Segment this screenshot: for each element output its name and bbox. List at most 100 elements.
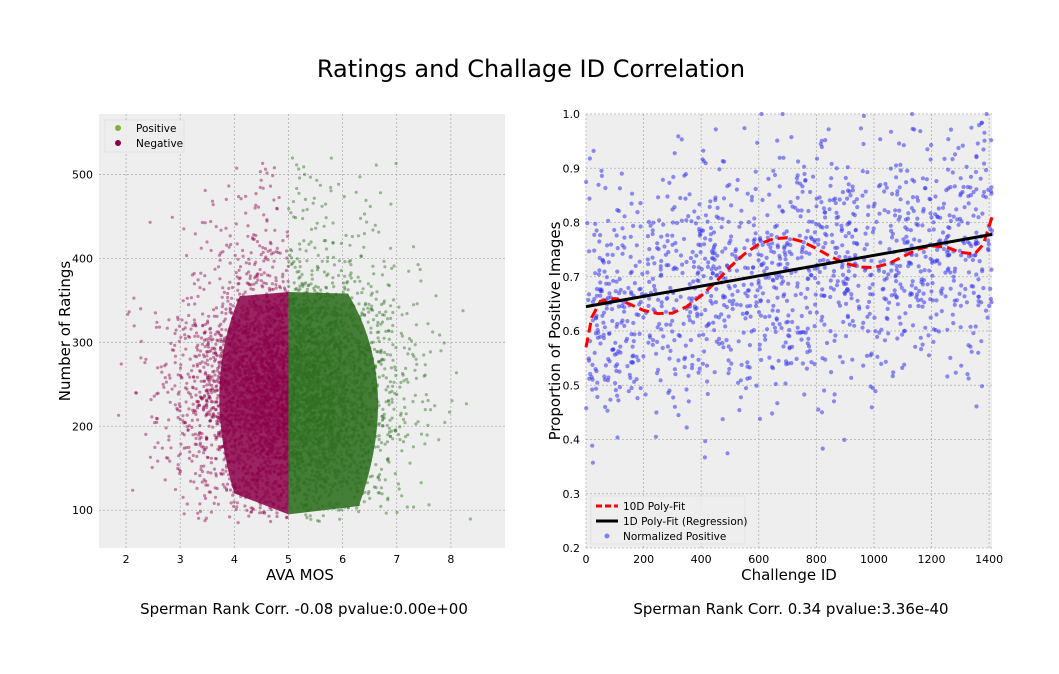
positive-point	[379, 467, 384, 471]
negative-point	[209, 388, 213, 392]
positive-point	[312, 286, 316, 290]
negative-point	[206, 455, 210, 460]
negative-point	[131, 488, 135, 492]
negative-point	[207, 314, 211, 318]
negative-point	[178, 417, 182, 421]
negative-point	[203, 361, 207, 365]
positive-point	[372, 272, 376, 276]
positive-point	[362, 212, 367, 216]
negative-point	[217, 363, 221, 367]
positive-point	[321, 514, 325, 518]
negative-point	[169, 341, 173, 345]
negative-point	[219, 434, 223, 438]
positive-point	[305, 516, 309, 520]
negative-point	[178, 469, 183, 473]
negative-point	[167, 418, 171, 422]
positive-point	[368, 475, 372, 479]
negative-point	[228, 306, 232, 310]
positive-point	[378, 448, 382, 452]
negative-point	[198, 441, 202, 445]
negative-point	[199, 464, 203, 468]
positive-point	[439, 349, 443, 353]
positive-point	[343, 285, 347, 289]
negative-point	[198, 390, 202, 394]
negative-point	[143, 361, 147, 365]
positive-point	[343, 287, 347, 291]
positive-point	[380, 320, 385, 324]
negative-point	[205, 436, 209, 440]
negative-point	[182, 421, 186, 425]
negative-point	[210, 364, 214, 368]
negative-point	[263, 511, 267, 515]
negative-point	[231, 304, 235, 308]
positive-point	[329, 185, 333, 190]
negative-point	[195, 454, 199, 458]
negative-point	[250, 506, 255, 511]
negative-point	[213, 357, 217, 361]
negative-point	[266, 273, 270, 277]
negative-point	[190, 385, 195, 389]
negative-point	[227, 184, 231, 188]
negative-point	[176, 408, 180, 412]
positive-point	[324, 285, 328, 289]
positive-point	[386, 433, 390, 437]
negative-point	[201, 312, 205, 316]
positive-point	[364, 198, 368, 202]
negative-point	[206, 470, 210, 474]
negative-point	[252, 282, 256, 286]
negative-point	[184, 321, 188, 325]
positive-point	[329, 156, 333, 160]
negative-point	[126, 312, 130, 316]
negative-point	[237, 268, 241, 272]
negative-point	[229, 501, 233, 505]
positive-point	[382, 259, 386, 263]
positive-point	[390, 416, 394, 420]
positive-point	[304, 281, 308, 285]
negative-point	[230, 285, 235, 290]
positive-point	[379, 302, 384, 307]
negative-point	[247, 257, 251, 261]
negative-point	[205, 406, 209, 410]
negative-point	[269, 252, 273, 256]
negative-point	[217, 430, 221, 435]
positive-point	[374, 486, 378, 490]
negative-point	[160, 446, 164, 450]
negative-point	[186, 391, 191, 395]
positive-point	[343, 260, 347, 264]
positive-point	[377, 230, 381, 234]
positive-point	[287, 207, 291, 211]
positive-point	[362, 313, 367, 317]
negative-point	[285, 256, 289, 260]
negative-point	[206, 375, 210, 380]
negative-point	[173, 487, 178, 492]
negative-point	[213, 347, 217, 351]
negative-point	[210, 443, 214, 447]
negative-point	[283, 288, 287, 292]
negative-point	[213, 267, 217, 271]
negative-point	[228, 488, 233, 492]
positive-point	[355, 506, 359, 510]
negative-point	[156, 459, 160, 463]
positive-point	[376, 336, 380, 340]
positive-point	[403, 435, 408, 439]
negative-point	[203, 188, 207, 193]
negative-point	[181, 353, 185, 357]
negative-point	[201, 323, 205, 327]
negative-point	[210, 415, 214, 419]
negative-point	[193, 232, 197, 236]
negative-point	[194, 409, 198, 413]
negative-point	[183, 333, 187, 337]
negative-point	[187, 407, 191, 411]
positive-point	[323, 239, 328, 243]
negative-point	[230, 296, 234, 300]
negative-point	[265, 218, 269, 222]
positive-point	[300, 281, 304, 285]
negative-point	[261, 246, 265, 250]
negative-point	[244, 211, 248, 215]
positive-point	[388, 380, 392, 384]
negative-point	[210, 375, 214, 379]
positive-point	[395, 510, 399, 515]
positive-point	[302, 239, 306, 243]
negative-point	[205, 354, 209, 358]
positive-point	[387, 403, 391, 407]
